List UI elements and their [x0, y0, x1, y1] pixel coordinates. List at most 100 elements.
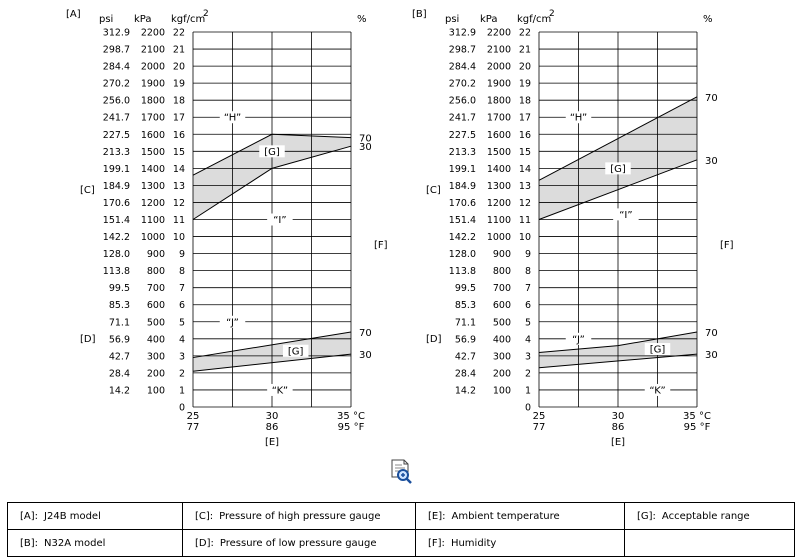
- kgf-tick-label: 8: [525, 266, 531, 277]
- psi-tick-label: 128.0: [449, 249, 476, 260]
- psi-tick-label: 85.3: [455, 300, 476, 311]
- psi-tick-label: 256.0: [103, 96, 130, 107]
- series-label: 70: [705, 93, 718, 104]
- legend-key: [C]:: [195, 510, 214, 522]
- psi-tick-label: 128.0: [103, 249, 130, 260]
- magnifier-icon[interactable]: [389, 459, 413, 485]
- percent-unit-label: %: [703, 14, 713, 25]
- kpa-tick-label: 100: [493, 385, 511, 396]
- legend-key: [E]:: [428, 510, 446, 522]
- psi-tick-label: 85.3: [109, 300, 130, 311]
- kgf-tick-label: 0: [525, 403, 531, 414]
- humidity-line-high-30: [538, 159, 698, 220]
- kgf-tick-label: 19: [173, 79, 185, 90]
- kgf-tick-label: 18: [173, 96, 185, 107]
- percent-unit-label: %: [357, 14, 367, 25]
- kpa-tick-label: 2200: [487, 28, 511, 39]
- kpa-tick-label: 700: [493, 283, 511, 294]
- kgf-tick-label: 6: [525, 300, 531, 311]
- kpa-tick-label: 1200: [487, 198, 511, 209]
- region-label-bg: [565, 111, 592, 124]
- psi-tick-label: 151.4: [103, 215, 130, 226]
- psi-tick-label: 170.6: [103, 198, 130, 209]
- psi-tick-label: 99.5: [109, 283, 130, 294]
- kpa-tick-label: 1900: [487, 79, 511, 90]
- psi-tick-label: 199.1: [103, 164, 130, 175]
- kgf-tick-label: 5: [179, 317, 185, 328]
- legend-table: [A]: J24B model [C]: Pressure of high pres…: [7, 502, 795, 557]
- kgf-tick-label: 2: [179, 368, 185, 379]
- psi-tick-label: 312.9: [449, 28, 476, 39]
- kpa-tick-label: 1800: [141, 96, 165, 107]
- legend-cell: [D]: Pressure of low pressure gauge: [182, 529, 416, 557]
- kpa-tick-label: 2200: [141, 28, 165, 39]
- kgf-tick-label: 8: [179, 266, 185, 277]
- x-tick-label-fahrenheit: 95 °F: [684, 422, 711, 433]
- kgf-tick-label: 3: [525, 351, 531, 362]
- psi-tick-label: 71.1: [455, 317, 476, 328]
- legend-text: J24B model: [44, 510, 101, 522]
- psi-tick-label: 241.7: [103, 113, 130, 124]
- kgf-tick-label: 20: [173, 62, 185, 73]
- psi-tick-label: 28.4: [109, 368, 130, 379]
- kgf-tick-label: 13: [173, 181, 185, 192]
- x-tick-label-fahrenheit: 86: [612, 422, 625, 433]
- chart-tag: [A]: [66, 9, 81, 20]
- psi-tick-label: 56.9: [109, 334, 130, 345]
- psi-tick-label: 298.7: [449, 45, 476, 56]
- legend-text: Pressure of low pressure gauge: [219, 537, 377, 549]
- psi-tick-label: 71.1: [109, 317, 130, 328]
- kpa-tick-label: 1600: [487, 130, 511, 141]
- legend-cell: [C]: Pressure of high pressure gauge: [182, 502, 416, 530]
- kgf-tick-label: 17: [173, 113, 185, 124]
- humidity-line-high-70: [192, 133, 352, 176]
- kpa-tick-label: 400: [493, 334, 511, 345]
- region-label: “K”: [649, 385, 665, 396]
- kgf-tick-label: 14: [519, 164, 531, 175]
- humidity-line-low-70: [538, 331, 698, 353]
- kpa-tick-label: 2100: [487, 45, 511, 56]
- series-label: 70: [359, 328, 372, 339]
- x-tick-label-celsius: 25: [533, 411, 546, 422]
- kpa-tick-label: 1100: [141, 215, 165, 226]
- kpa-tick-label: 800: [147, 266, 165, 277]
- kgf-tick-label: 13: [519, 181, 531, 192]
- legend-text: Acceptable range: [661, 510, 750, 522]
- kpa-unit-label: kPa: [134, 14, 152, 25]
- region-label-bg: [613, 208, 639, 221]
- x-tick-label-fahrenheit: 77: [533, 422, 546, 433]
- kgf-tick-label: 15: [519, 147, 531, 158]
- region-label: [G]: [650, 345, 666, 356]
- kgf-tick-label: 9: [179, 249, 185, 260]
- region-label-bg: [219, 111, 246, 124]
- kgf-tick-label: 10: [519, 232, 531, 243]
- kpa-tick-label: 1700: [487, 113, 511, 124]
- kgf-tick-label: 7: [525, 283, 531, 294]
- psi-tick-label: 199.1: [449, 164, 476, 175]
- kpa-tick-label: 1000: [141, 232, 165, 243]
- kpa-tick-label: 700: [147, 283, 165, 294]
- psi-tick-label: 298.7: [103, 45, 130, 56]
- series-label: 70: [359, 134, 372, 145]
- legend-row: [A]: J24B model [C]: Pressure of high pres…: [7, 502, 795, 530]
- humidity-line-low-30: [538, 353, 698, 369]
- psi-tick-label: 270.2: [103, 79, 130, 90]
- x-tick-label-fahrenheit: 86: [266, 422, 279, 433]
- legend-cell: [E]: Ambient temperature: [415, 502, 625, 530]
- kpa-tick-label: 300: [147, 351, 165, 362]
- kgf-tick-label: 5: [525, 317, 531, 328]
- kpa-tick-label: 1000: [487, 232, 511, 243]
- kpa-tick-label: 1400: [487, 164, 511, 175]
- kgf-tick-label: 4: [525, 334, 531, 345]
- region-label-bg: [259, 145, 285, 158]
- legend-key: [D]:: [195, 537, 214, 549]
- legend-text: Pressure of high pressure gauge: [219, 510, 381, 522]
- charts-canvas: 7030703022212019181716151413121110987654…: [66, 9, 734, 448]
- legend-row: [B]: N32A model [D]: Pressure of low press…: [7, 529, 795, 557]
- kgf-tick-label: 3: [179, 351, 185, 362]
- humidity-line-low-70: [192, 331, 352, 359]
- kpa-tick-label: 1300: [487, 181, 511, 192]
- legend-key: [G]:: [637, 510, 656, 522]
- kgf-tick-label: 7: [179, 283, 185, 294]
- kgf-unit-label: kgf/cm: [171, 14, 205, 25]
